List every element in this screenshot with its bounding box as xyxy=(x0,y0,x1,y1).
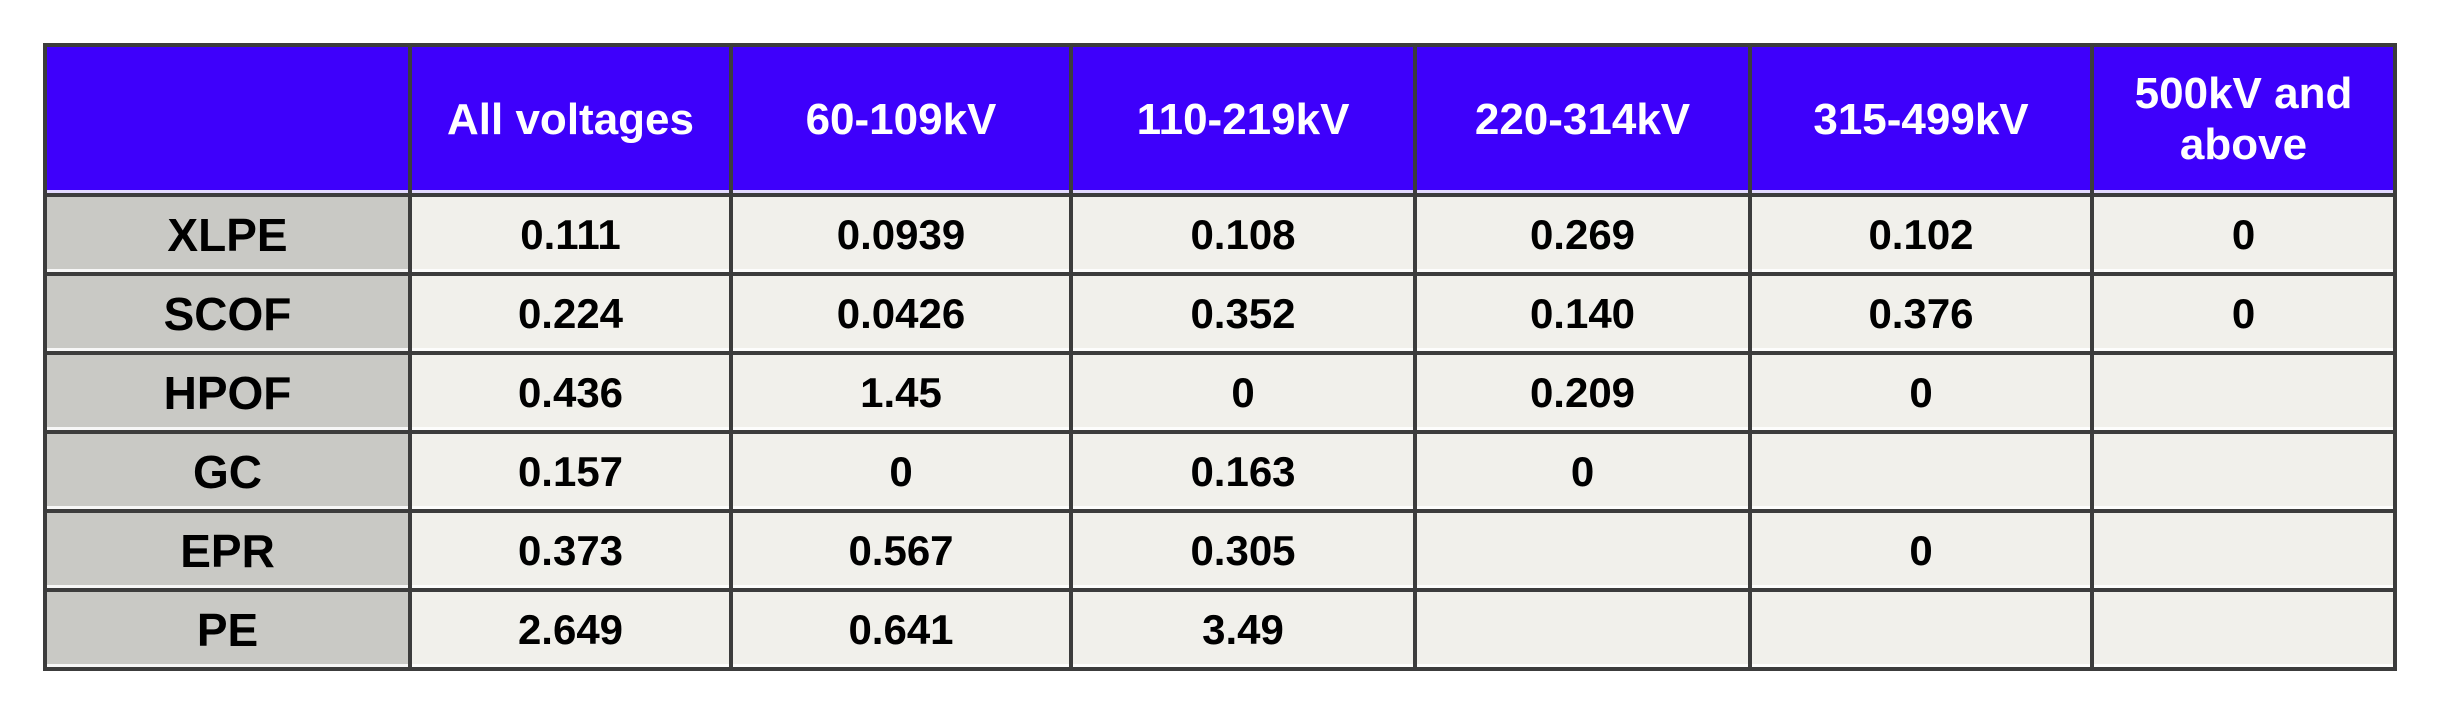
data-cell: 0.102 xyxy=(1748,193,2094,276)
data-cell: 0.436 xyxy=(408,351,733,434)
data-cell: 0.108 xyxy=(1069,193,1417,276)
data-cell: 0 xyxy=(1413,430,1752,513)
data-cell xyxy=(2090,351,2397,434)
data-cell: 0.157 xyxy=(408,430,733,513)
data-cell: 0 xyxy=(1748,351,2094,434)
data-cell xyxy=(1413,588,1752,671)
cable-failure-rate-table-wrap: All voltages 60-109kV 110-219kV 220-314kV 31… xyxy=(43,43,2397,671)
column-header: 500kV and above xyxy=(2090,43,2397,197)
data-cell: 0.140 xyxy=(1413,272,1752,355)
data-cell: 0.352 xyxy=(1069,272,1417,355)
table-row: SCOF 0.224 0.0426 0.352 0.140 0.376 0 xyxy=(43,272,2397,355)
row-header: PE xyxy=(43,588,412,671)
data-cell: 0 xyxy=(729,430,1073,513)
table-row: GC 0.157 0 0.163 0 xyxy=(43,430,2397,513)
row-header: XLPE xyxy=(43,193,412,276)
table-body: XLPE 0.111 0.0939 0.108 0.269 0.102 0 SCOF 0.224… xyxy=(43,193,2397,671)
data-cell: 0.224 xyxy=(408,272,733,355)
data-cell: 0 xyxy=(2090,272,2397,355)
data-cell: 0.111 xyxy=(408,193,733,276)
data-cell: 0.269 xyxy=(1413,193,1752,276)
data-cell: 3.49 xyxy=(1069,588,1417,671)
row-header: GC xyxy=(43,430,412,513)
data-cell: 0.163 xyxy=(1069,430,1417,513)
data-cell: 0 xyxy=(1069,351,1417,434)
table-row: XLPE 0.111 0.0939 0.108 0.269 0.102 0 xyxy=(43,193,2397,276)
data-cell xyxy=(2090,588,2397,671)
corner-cell xyxy=(43,43,412,197)
header-row: All voltages 60-109kV 110-219kV 220-314kV 31… xyxy=(43,43,2397,197)
row-header: EPR xyxy=(43,509,412,592)
data-cell: 0.373 xyxy=(408,509,733,592)
table-header: All voltages 60-109kV 110-219kV 220-314kV 31… xyxy=(43,43,2397,197)
table-row: PE 2.649 0.641 3.49 xyxy=(43,588,2397,671)
data-cell xyxy=(2090,509,2397,592)
data-cell: 0.567 xyxy=(729,509,1073,592)
table-row: HPOF 0.436 1.45 0 0.209 0 xyxy=(43,351,2397,434)
column-header: 315-499kV xyxy=(1748,43,2094,197)
column-header: 60-109kV xyxy=(729,43,1073,197)
data-cell: 0 xyxy=(1748,509,2094,592)
data-cell xyxy=(1413,509,1752,592)
cable-failure-rate-table: All voltages 60-109kV 110-219kV 220-314kV 31… xyxy=(43,43,2397,671)
data-cell xyxy=(1748,588,2094,671)
column-header: 220-314kV xyxy=(1413,43,1752,197)
row-header: HPOF xyxy=(43,351,412,434)
data-cell: 2.649 xyxy=(408,588,733,671)
data-cell xyxy=(1748,430,2094,513)
data-cell: 0.376 xyxy=(1748,272,2094,355)
data-cell: 0.641 xyxy=(729,588,1073,671)
row-header: SCOF xyxy=(43,272,412,355)
data-cell xyxy=(2090,430,2397,513)
data-cell: 1.45 xyxy=(729,351,1073,434)
data-cell: 0.0939 xyxy=(729,193,1073,276)
data-cell: 0.0426 xyxy=(729,272,1073,355)
column-header: 110-219kV xyxy=(1069,43,1417,197)
data-cell: 0.209 xyxy=(1413,351,1752,434)
table-row: EPR 0.373 0.567 0.305 0 xyxy=(43,509,2397,592)
data-cell: 0.305 xyxy=(1069,509,1417,592)
column-header: All voltages xyxy=(408,43,733,197)
data-cell: 0 xyxy=(2090,193,2397,276)
